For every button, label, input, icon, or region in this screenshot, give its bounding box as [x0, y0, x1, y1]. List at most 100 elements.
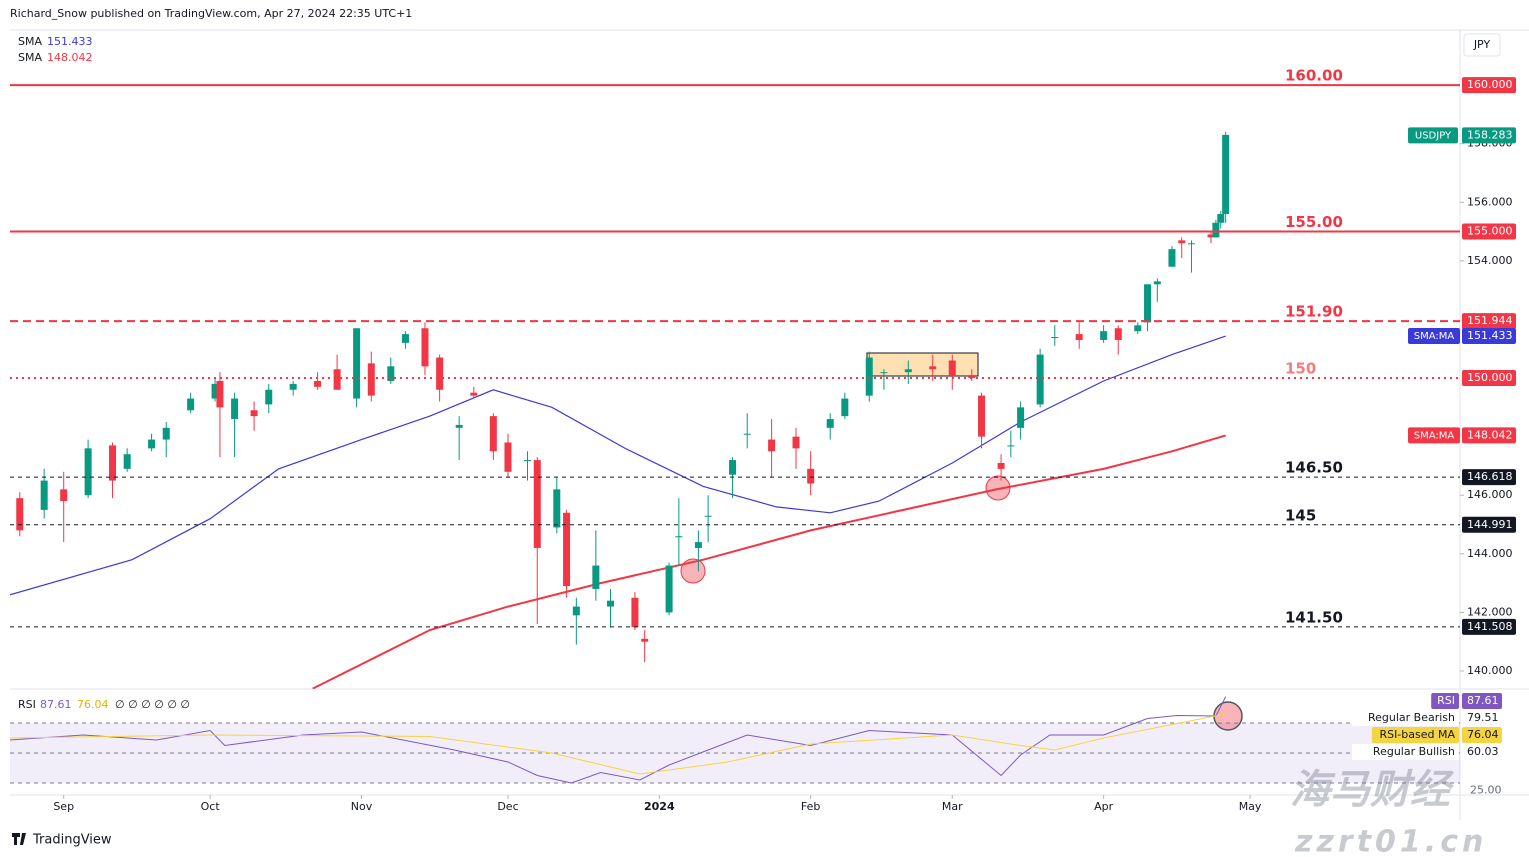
- candle-body: [470, 392, 478, 396]
- rsi-value-box: [1462, 693, 1502, 709]
- header: Richard_Snow published on TradingView.co…: [10, 7, 412, 20]
- x-tick-label: Mar: [942, 800, 963, 813]
- rsi-value: 87.61: [40, 698, 72, 711]
- candle-body: [455, 424, 463, 428]
- sma-badge: [1462, 328, 1516, 345]
- candle-body: [401, 334, 409, 343]
- rsi-value-box: [1462, 744, 1502, 760]
- candle-body: [1134, 325, 1142, 332]
- candle-body: [16, 498, 24, 531]
- rsi-label-name: RSI-based MA: [1379, 728, 1455, 741]
- level-badge: [1462, 516, 1516, 533]
- candle-body: [641, 638, 649, 642]
- level-label: 141.50: [1285, 608, 1343, 626]
- candle-body: [553, 489, 561, 528]
- support-circle: [680, 558, 706, 584]
- candle-body: [1144, 284, 1152, 323]
- y-tick-label: 144.000: [1467, 547, 1513, 560]
- candle-body: [1153, 281, 1161, 285]
- candle-body: [421, 328, 429, 367]
- level-badge-text: 155.000: [1467, 225, 1513, 238]
- rsi-value-box: [1462, 710, 1502, 726]
- legend-value: 151.433: [47, 35, 93, 48]
- candle-body: [1207, 234, 1215, 238]
- candle-body: [1222, 134, 1230, 214]
- x-tick-label: Feb: [801, 800, 820, 813]
- rsi-pane: [10, 696, 1460, 784]
- legend-name: SMA: [18, 51, 42, 64]
- level-badge: [1462, 223, 1516, 240]
- candle-body: [1100, 331, 1108, 340]
- candle-body: [572, 606, 580, 616]
- rsi-label-name: Regular Bearish: [1368, 711, 1455, 724]
- candle-body: [665, 565, 673, 613]
- candle-body: [231, 398, 239, 420]
- candle-body: [1217, 213, 1225, 223]
- candle-body: [826, 419, 834, 428]
- candle-body: [929, 366, 937, 370]
- candle-body: [250, 410, 258, 417]
- candle-body: [436, 357, 444, 390]
- rsi-label-value: 60.03: [1467, 745, 1499, 758]
- logo: [12, 833, 26, 845]
- watermark: 海马财经: [1290, 767, 1455, 813]
- rsi-label-box: [1371, 727, 1459, 743]
- candle-body: [109, 445, 117, 481]
- candle-body: [367, 363, 375, 396]
- candle-body: [904, 369, 912, 373]
- candle-body: [968, 375, 976, 379]
- candle-body: [1212, 222, 1220, 238]
- candle-body: [265, 389, 273, 405]
- candle-body: [743, 433, 751, 435]
- rsi-ma-value: 76.04: [77, 698, 109, 711]
- y-tick-label: 146.000: [1467, 488, 1513, 501]
- rsi-label-value: 79.51: [1467, 711, 1499, 724]
- currency-box[interactable]: [1463, 33, 1501, 57]
- candle-body: [1036, 354, 1044, 405]
- candle-body: [1075, 334, 1083, 340]
- candle-body: [948, 360, 956, 376]
- sma-badge: [1408, 427, 1460, 444]
- level-badge: [1462, 313, 1516, 330]
- candle-body: [216, 380, 224, 408]
- candle-body: [768, 439, 776, 452]
- support-circle: [985, 475, 1011, 501]
- candle-body: [489, 416, 497, 452]
- candle-body: [211, 383, 219, 399]
- legend-name: SMA: [18, 35, 42, 48]
- sma-badge-value: 148.042: [1467, 428, 1513, 441]
- sma-badge: [1462, 427, 1516, 444]
- symbol-badge-text: USDJPY: [1415, 130, 1452, 141]
- x-tick-label: May: [1239, 800, 1262, 813]
- price-pane: [10, 131, 1230, 689]
- rsi-line: [10, 713, 1226, 775]
- candle-body: [997, 463, 1005, 469]
- currency[interactable]: JPY: [1473, 38, 1491, 51]
- candle-body: [592, 565, 600, 589]
- sma-badge: [1408, 328, 1460, 345]
- x-tick-label: Sep: [53, 800, 74, 813]
- legend-value: 148.042: [47, 51, 93, 64]
- candle-body: [1007, 445, 1015, 447]
- level-badge: [1462, 469, 1516, 486]
- sma-badge-name: SMA:MA: [1414, 430, 1455, 441]
- level-badge: [1462, 370, 1516, 387]
- rsi-tick-label: 25.00: [1470, 784, 1502, 797]
- rsi-line: [10, 696, 1227, 784]
- level-label: 150: [1285, 360, 1316, 378]
- rsi-flags: ∅ ∅ ∅ ∅ ∅ ∅: [115, 698, 190, 711]
- candle-body: [978, 395, 986, 437]
- rsi-title: RSI: [18, 698, 36, 711]
- rsi-label-value: 87.61: [1467, 694, 1499, 707]
- candle-body: [289, 383, 297, 390]
- y-tick-label: 142.000: [1467, 605, 1513, 618]
- level-badge-text: 144.991: [1467, 518, 1513, 531]
- rsi-value-box: [1462, 727, 1502, 743]
- y-tick-label: 154.000: [1467, 254, 1513, 267]
- candle-body: [84, 448, 92, 496]
- level-badge-text: 146.618: [1467, 470, 1513, 483]
- footer-text: TradingView: [32, 833, 112, 848]
- x-tick-label: 2024: [644, 800, 675, 813]
